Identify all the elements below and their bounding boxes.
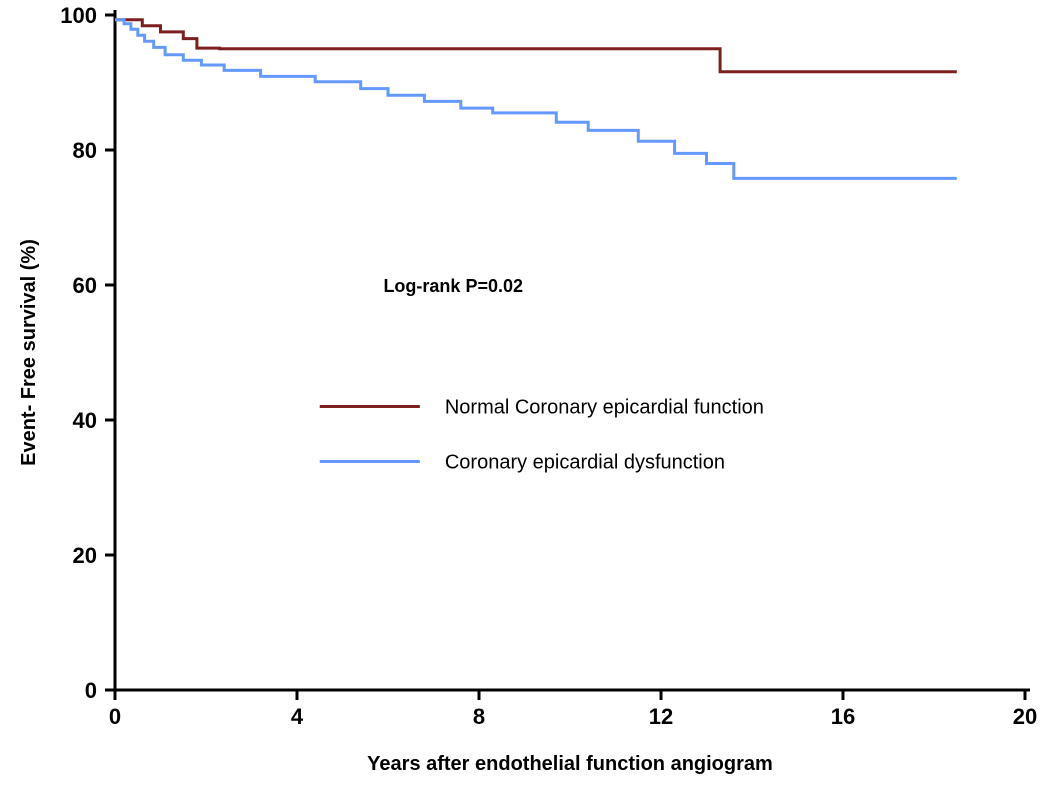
x-tick-label: 16 — [831, 704, 855, 729]
x-axis-title: Years after endothelial function angiogr… — [367, 753, 773, 775]
legend-label-1: Coronary epicardial dysfunction — [445, 452, 725, 474]
chart-svg: 0 20 40 60 80 100 0 4 8 12 16 20 Normal Coronary ep… — [0, 0, 1050, 797]
series-line-0 — [115, 20, 957, 72]
y-tick-label: 60 — [73, 273, 97, 298]
legend-label-0: Normal Coronary epicardial function — [445, 397, 764, 419]
x-tick-label: 0 — [109, 704, 121, 729]
x-tick-label: 4 — [291, 704, 304, 729]
y-tick-label: 20 — [73, 543, 97, 568]
y-tick-label: 80 — [73, 138, 97, 163]
y-tick-label: 0 — [85, 678, 97, 703]
series-line-1 — [115, 20, 957, 179]
x-tick-label: 20 — [1013, 704, 1037, 729]
x-tick-label: 8 — [473, 704, 485, 729]
x-tick-label: 12 — [649, 704, 673, 729]
survival-chart: 0 20 40 60 80 100 0 4 8 12 16 20 Normal Coronary ep… — [0, 0, 1050, 797]
y-axis-title: Event- Free survival (%) — [18, 239, 40, 466]
y-tick-label: 100 — [60, 3, 97, 28]
y-tick-label: 40 — [73, 408, 97, 433]
log-rank-annotation: Log-rank P=0.02 — [383, 276, 523, 296]
